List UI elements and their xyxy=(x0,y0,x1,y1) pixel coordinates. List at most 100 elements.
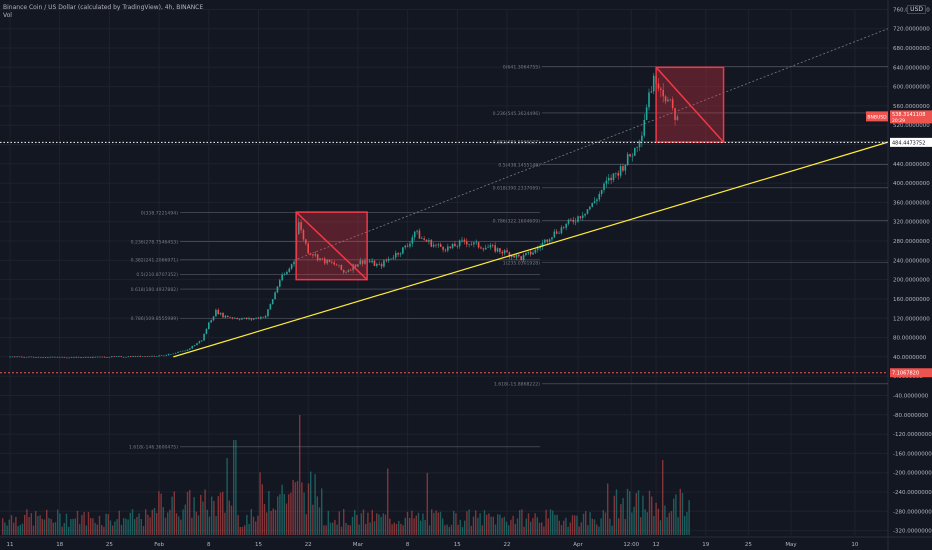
y-tick-label: 280.0000000 xyxy=(893,239,930,245)
candle-body xyxy=(139,355,141,357)
volume-bar xyxy=(299,415,301,535)
candle-body xyxy=(484,247,487,250)
candle-body xyxy=(560,227,563,234)
volume-bar xyxy=(635,493,637,535)
candle-body xyxy=(103,356,106,358)
candle-body xyxy=(127,356,130,358)
volume-bar xyxy=(461,526,464,535)
volume-bar xyxy=(552,510,554,535)
volume-bar xyxy=(52,522,54,535)
volume-bar xyxy=(178,516,180,535)
volume-bar xyxy=(673,498,675,535)
volume-bar xyxy=(450,524,453,535)
volume-bar xyxy=(380,516,382,535)
volume-bar xyxy=(648,490,651,535)
volume-bar xyxy=(501,517,503,535)
y-tick-label: 440.0000000 xyxy=(893,162,930,168)
volume-bar xyxy=(646,512,648,535)
volume-bar xyxy=(514,523,516,535)
volume-bar xyxy=(525,518,527,535)
fib-level-label: 0.382(241.2066971) xyxy=(131,258,179,264)
volume-bar xyxy=(134,519,136,535)
volume-bar xyxy=(468,509,470,535)
candle-body xyxy=(532,252,534,255)
candle-body xyxy=(229,317,231,318)
volume-bar xyxy=(444,525,446,535)
candle-body xyxy=(591,203,593,207)
volume-bar xyxy=(459,519,461,535)
candle-body xyxy=(342,269,345,273)
candle-body xyxy=(529,251,532,255)
volume-bar xyxy=(310,471,312,535)
candle-body xyxy=(226,315,229,318)
candle-body xyxy=(468,244,470,245)
candle-body xyxy=(364,260,366,264)
candle-body xyxy=(11,356,14,358)
candle-body xyxy=(110,356,113,358)
candle-body xyxy=(494,245,496,252)
volume-bar xyxy=(57,509,59,535)
candle-body xyxy=(222,312,224,318)
y-tick-label: -120.0000000 xyxy=(893,432,932,438)
volume-bar xyxy=(360,513,362,535)
volume-bar xyxy=(549,509,552,535)
volume-bar xyxy=(217,496,219,535)
candle-body xyxy=(645,107,648,120)
volume-bar xyxy=(26,509,28,535)
y-tick-label: 400.0000000 xyxy=(893,181,930,187)
volume-bar xyxy=(164,517,167,535)
candle-body xyxy=(492,245,494,246)
volume-bar xyxy=(453,510,455,535)
volume-label: Vol xyxy=(3,12,12,19)
volume-bar xyxy=(54,522,57,535)
candle-body xyxy=(305,239,307,244)
y-tick-label: 360.0000000 xyxy=(893,200,930,206)
candle-body xyxy=(115,356,118,357)
candle-body xyxy=(598,193,601,200)
candle-body xyxy=(252,318,255,320)
volume-bar xyxy=(417,512,420,535)
volume-bar xyxy=(644,509,646,535)
volume-bar xyxy=(270,510,272,535)
candle-body xyxy=(482,248,485,250)
candle-body xyxy=(248,318,250,320)
volume-bar xyxy=(127,519,129,535)
volume-bar xyxy=(233,440,235,535)
candle-body xyxy=(146,356,149,357)
candle-body xyxy=(288,268,291,272)
candle-body xyxy=(68,357,70,359)
volume-bar xyxy=(565,517,567,535)
candle-body xyxy=(47,357,49,358)
candle-body xyxy=(586,209,589,214)
fib-level-label: 1.618(-15.8868222) xyxy=(494,382,540,388)
volume-bar xyxy=(591,518,593,535)
candle-body xyxy=(380,264,383,267)
volume-bar xyxy=(516,518,519,535)
currency-button[interactable]: USD xyxy=(907,5,926,14)
candle-body xyxy=(92,356,94,358)
candle-body xyxy=(141,356,144,357)
candle-body xyxy=(480,247,482,249)
candle-body xyxy=(58,357,61,358)
volume-bar xyxy=(534,513,536,535)
candle-body xyxy=(155,356,158,357)
candle-body xyxy=(129,356,132,358)
candle-body xyxy=(650,91,653,93)
x-tick-label: Feb xyxy=(154,542,164,548)
volume-bar xyxy=(668,512,670,535)
candle-body xyxy=(302,229,305,240)
volume-bar xyxy=(90,518,92,535)
candle-body xyxy=(390,258,392,260)
volume-bar xyxy=(633,506,635,535)
candle-body xyxy=(290,264,293,269)
last-price-value: 538.3141108 xyxy=(892,112,925,118)
candle-body xyxy=(418,230,421,239)
fib-level-label: 0(641.3064755) xyxy=(503,64,540,70)
volume-bar xyxy=(292,479,294,535)
candle-body xyxy=(354,264,357,267)
trendline xyxy=(173,141,889,358)
x-tick-label: May xyxy=(785,542,797,548)
candle-body xyxy=(626,154,629,165)
volume-bar xyxy=(30,513,32,535)
